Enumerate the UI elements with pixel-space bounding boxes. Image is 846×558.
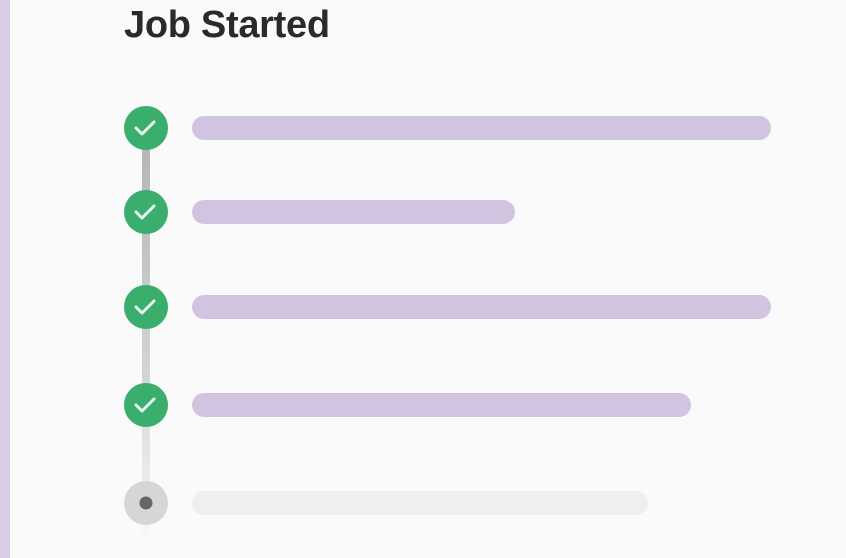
step-done	[124, 285, 771, 329]
step-done	[124, 190, 515, 234]
panel-title: Job Started	[124, 4, 330, 46]
side-accent	[0, 0, 10, 558]
step-pending	[124, 481, 648, 525]
step-done	[124, 383, 691, 427]
timeline-rail	[142, 128, 150, 543]
step-done	[124, 106, 771, 150]
